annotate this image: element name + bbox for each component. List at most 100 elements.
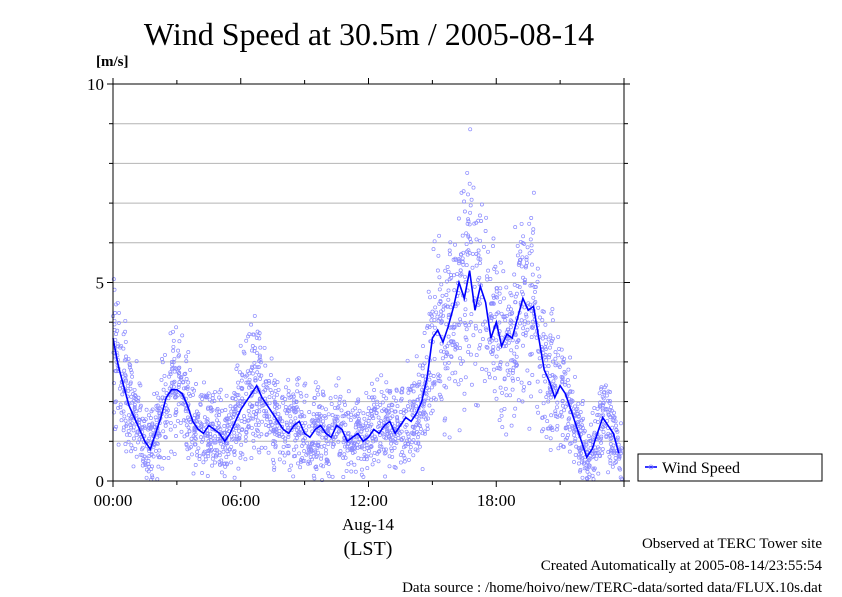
data-point bbox=[380, 400, 385, 405]
data-point bbox=[252, 445, 257, 450]
data-point bbox=[236, 466, 241, 471]
data-point bbox=[188, 367, 193, 372]
data-point bbox=[559, 347, 564, 352]
data-point bbox=[571, 409, 576, 414]
data-point bbox=[597, 391, 602, 396]
data-point bbox=[210, 407, 215, 412]
data-point bbox=[606, 412, 611, 417]
data-point bbox=[237, 370, 242, 375]
data-point bbox=[376, 459, 381, 464]
data-point bbox=[504, 432, 509, 437]
data-point bbox=[437, 233, 442, 238]
data-point bbox=[312, 476, 317, 481]
data-point bbox=[523, 333, 528, 338]
data-point bbox=[360, 467, 364, 472]
data-point bbox=[504, 285, 509, 290]
data-point bbox=[586, 475, 591, 480]
data-point bbox=[197, 457, 202, 462]
data-point bbox=[546, 337, 551, 342]
data-point bbox=[278, 450, 283, 455]
data-point bbox=[458, 320, 463, 325]
data-point bbox=[464, 231, 469, 236]
data-point bbox=[465, 221, 470, 226]
data-point bbox=[291, 394, 296, 399]
data-point bbox=[146, 469, 151, 474]
data-point bbox=[330, 444, 335, 449]
data-point bbox=[500, 425, 505, 430]
data-point bbox=[316, 440, 321, 445]
data-point bbox=[527, 381, 532, 386]
data-point bbox=[545, 426, 550, 431]
data-point bbox=[486, 249, 490, 254]
data-point bbox=[317, 411, 322, 416]
data-point bbox=[282, 453, 287, 458]
data-point bbox=[112, 410, 116, 415]
data-point bbox=[582, 460, 587, 465]
data-point bbox=[126, 356, 131, 361]
data-point bbox=[430, 408, 435, 413]
data-point bbox=[306, 461, 311, 466]
data-point bbox=[473, 326, 478, 331]
data-point bbox=[560, 379, 565, 384]
data-point bbox=[116, 320, 121, 325]
data-point bbox=[293, 432, 298, 437]
data-point bbox=[223, 408, 228, 412]
data-point bbox=[186, 456, 191, 461]
data-point bbox=[255, 365, 260, 370]
wind-speed-series-line bbox=[112, 270, 620, 459]
data-point bbox=[311, 412, 316, 417]
data-point bbox=[337, 451, 342, 456]
data-point bbox=[296, 376, 301, 381]
data-point bbox=[295, 389, 300, 394]
data-point bbox=[420, 373, 425, 378]
data-point bbox=[468, 240, 473, 245]
data-point bbox=[258, 396, 262, 401]
data-point bbox=[114, 332, 118, 337]
data-point bbox=[352, 462, 357, 467]
data-point bbox=[603, 407, 608, 412]
data-point bbox=[337, 401, 342, 406]
data-point bbox=[415, 415, 419, 420]
data-point bbox=[266, 423, 271, 428]
data-point bbox=[479, 219, 484, 223]
data-point bbox=[249, 416, 254, 421]
data-point bbox=[608, 458, 613, 463]
data-point bbox=[425, 427, 430, 431]
data-point bbox=[162, 373, 167, 378]
data-point bbox=[361, 411, 366, 416]
data-point bbox=[356, 456, 361, 461]
data-point bbox=[276, 411, 281, 416]
data-point bbox=[298, 458, 303, 462]
data-point bbox=[411, 438, 416, 443]
data-point bbox=[582, 466, 587, 471]
data-point bbox=[411, 383, 416, 388]
data-point bbox=[143, 417, 148, 422]
data-point bbox=[413, 447, 418, 452]
data-point bbox=[364, 443, 369, 448]
data-point bbox=[530, 319, 535, 324]
data-point bbox=[520, 255, 525, 260]
data-point bbox=[487, 375, 492, 380]
data-point bbox=[157, 411, 162, 416]
data-point bbox=[355, 446, 360, 451]
data-point bbox=[181, 418, 186, 423]
data-point bbox=[157, 431, 162, 436]
data-point bbox=[374, 411, 379, 416]
data-point bbox=[390, 454, 395, 459]
data-point bbox=[291, 447, 296, 452]
data-point bbox=[296, 430, 301, 435]
data-point bbox=[173, 390, 178, 395]
data-point bbox=[316, 392, 321, 397]
data-point bbox=[194, 415, 199, 420]
data-point bbox=[350, 408, 355, 413]
data-point bbox=[510, 376, 515, 381]
data-point bbox=[441, 313, 446, 318]
data-point bbox=[449, 275, 454, 280]
data-point bbox=[171, 380, 176, 385]
data-point bbox=[215, 407, 220, 411]
data-point bbox=[388, 430, 392, 435]
data-point bbox=[511, 378, 516, 383]
data-point bbox=[243, 457, 248, 462]
data-point bbox=[314, 455, 319, 459]
data-point bbox=[418, 411, 423, 416]
